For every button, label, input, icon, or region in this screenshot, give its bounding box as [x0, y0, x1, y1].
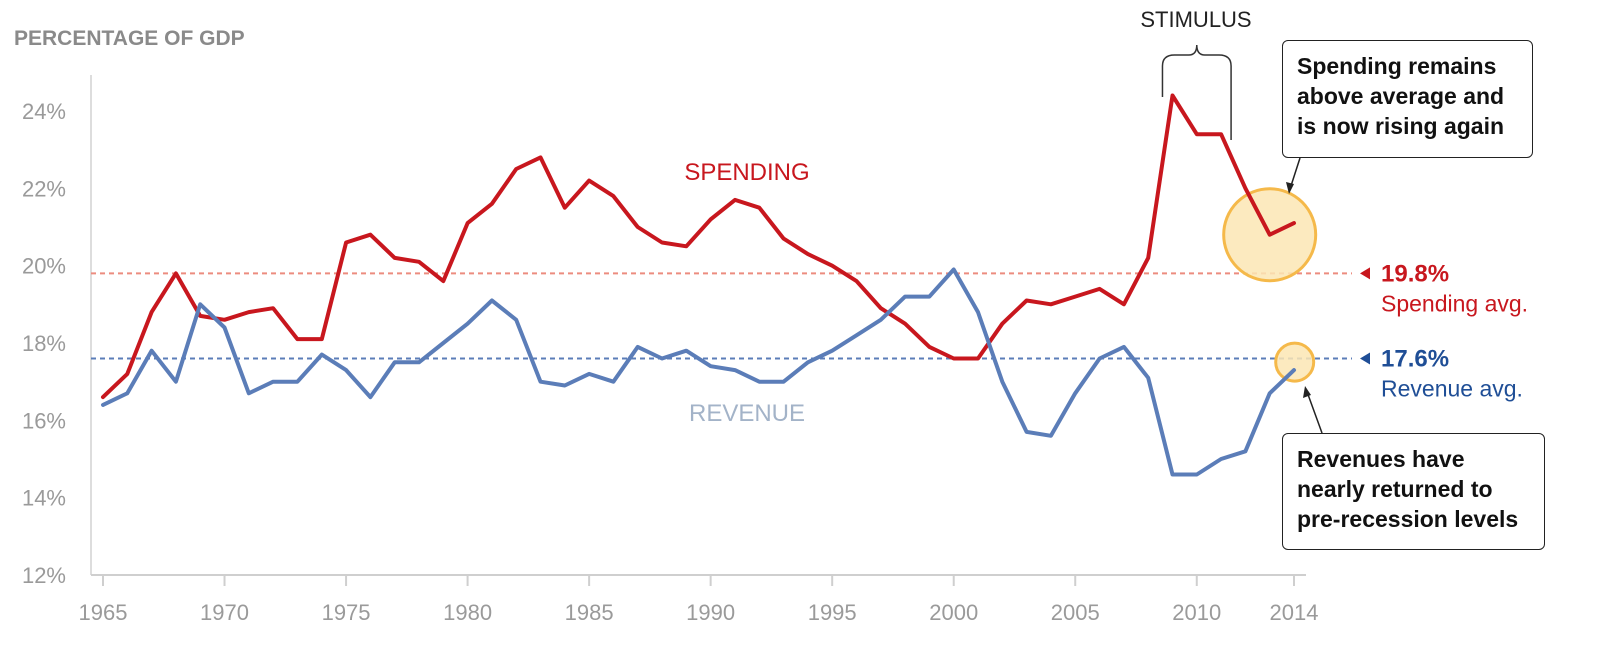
- y-tick-label: 22%: [22, 176, 66, 201]
- x-tick-label: 2000: [929, 600, 978, 625]
- spending-line: [101, 93, 1296, 400]
- revenue-highlight-circle: [1274, 341, 1316, 383]
- revenue-annotation-box: Revenues have nearly returned to pre-rec…: [1282, 433, 1545, 550]
- y-axis: 12% 14% 16% 18% 20% 22% 24%: [22, 75, 92, 588]
- annotation-line: pre-recession levels: [1297, 506, 1519, 532]
- stimulus-label: STIMULUS: [1140, 7, 1251, 32]
- annotation-line: Revenues have: [1297, 446, 1465, 472]
- x-tick-label: 2014: [1270, 600, 1319, 625]
- y-tick-label: 20%: [22, 254, 66, 279]
- x-tick-label: 1990: [686, 600, 735, 625]
- average-lines: [91, 272, 1352, 360]
- x-tick-label: 1995: [808, 600, 857, 625]
- y-tick-label: 12%: [22, 563, 66, 588]
- spending-average-label: Spending avg.: [1381, 290, 1528, 316]
- x-tick-label: 1980: [443, 600, 492, 625]
- y-tick-label: 24%: [22, 99, 66, 124]
- x-tick-label: 1970: [200, 600, 249, 625]
- y-tick-label: 18%: [22, 331, 66, 356]
- annotation-line: Spending remains: [1297, 53, 1497, 79]
- stimulus-bracket: STIMULUS: [1140, 7, 1252, 140]
- stimulus-bracket-line: [1161, 44, 1232, 140]
- revenue-average-value: 17.6%: [1381, 345, 1449, 372]
- x-axis: 1965 1970 1975 1980 1985 1990 1995 2000 2005 2010…: [79, 574, 1319, 625]
- y-tick-label: 14%: [22, 486, 66, 511]
- x-tick-label: 2010: [1172, 600, 1221, 625]
- highlight-circles: [1222, 187, 1318, 383]
- spending-average-marker: [1360, 267, 1370, 280]
- x-tick-label: 2005: [1051, 600, 1100, 625]
- revenue-average-label: Revenue avg.: [1381, 375, 1523, 401]
- revenue-pointer-arrowhead: [1303, 386, 1311, 398]
- annotation-line: is now rising again: [1297, 113, 1505, 139]
- annotation-line: nearly returned to: [1297, 476, 1493, 502]
- spending-pointer-arrowhead: [1286, 182, 1294, 194]
- spending-series-label: SPENDING: [684, 159, 809, 186]
- series-lines: [101, 93, 1296, 477]
- annotation-pointers: [1286, 157, 1323, 434]
- revenue-average-marker: [1360, 352, 1370, 365]
- y-axis-title: PERCENTAGE OF GDP: [14, 27, 245, 50]
- x-tick-label: 1985: [565, 600, 614, 625]
- revenue-line: [101, 267, 1296, 477]
- y-tick-label: 16%: [22, 408, 66, 433]
- spending-average-value: 19.8%: [1381, 260, 1449, 287]
- x-tick-label: 1965: [79, 600, 128, 625]
- average-labels: 19.8% Spending avg. 17.6% Revenue avg.: [1360, 260, 1528, 401]
- revenue-pointer-line: [1305, 388, 1323, 434]
- spending-annotation-box: Spending remains above average and is no…: [1282, 40, 1533, 158]
- x-tick-label: 1975: [322, 600, 371, 625]
- annotation-line: above average and: [1297, 83, 1505, 109]
- revenue-series-label: REVENUE: [689, 400, 805, 427]
